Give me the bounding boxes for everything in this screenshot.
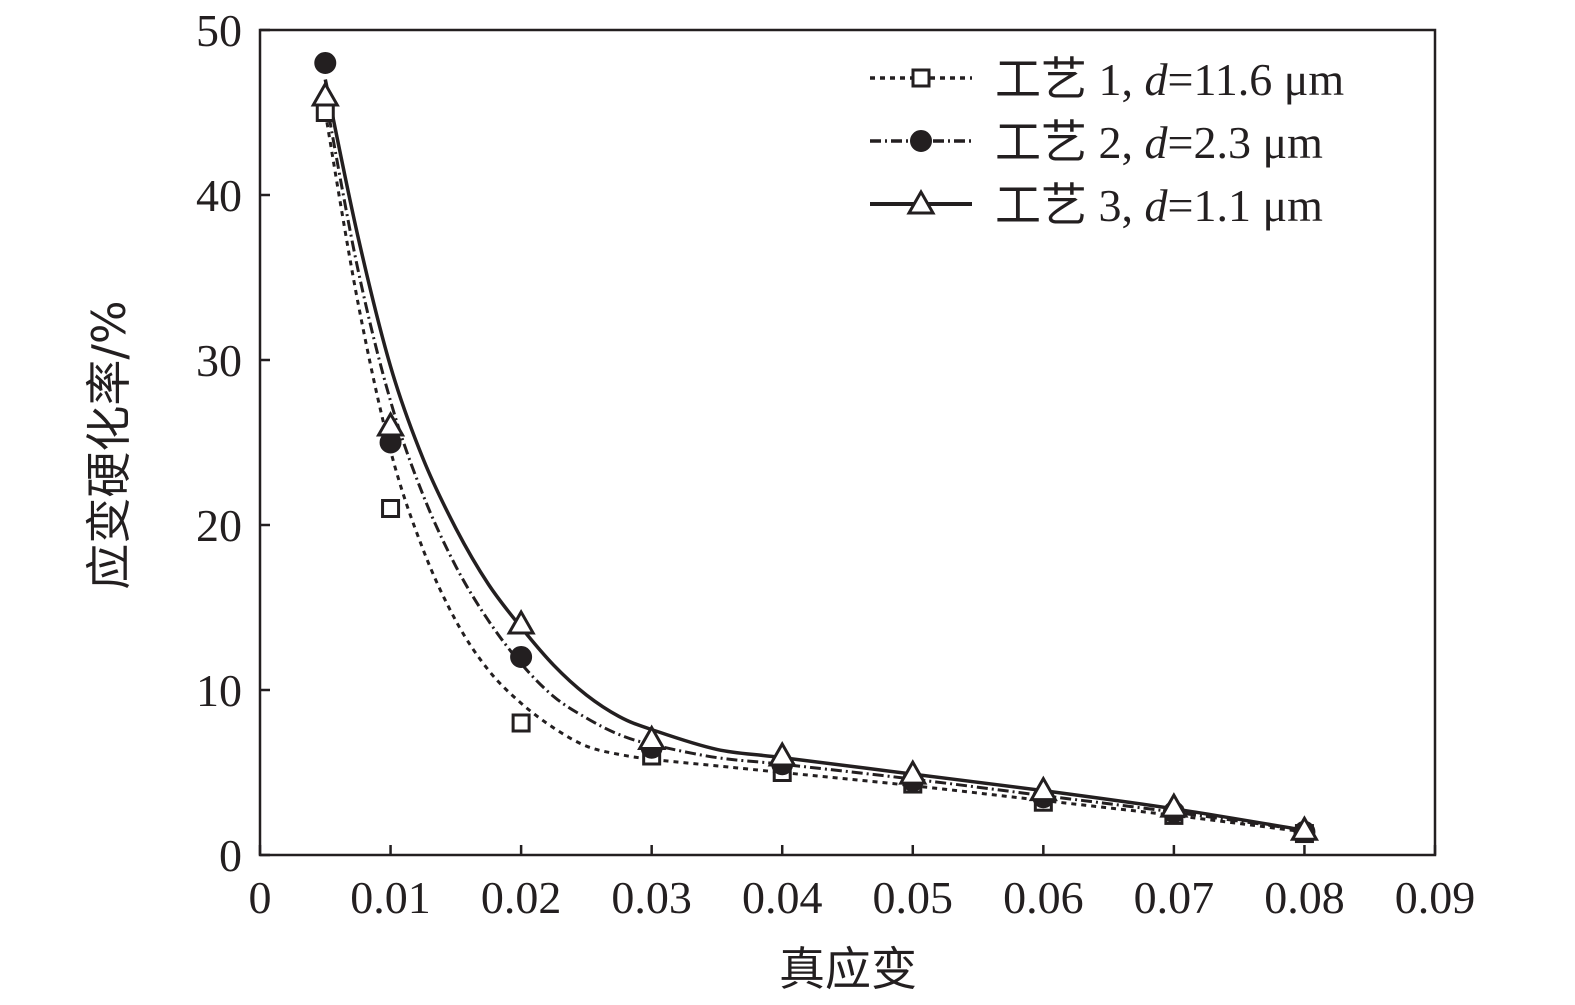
x-tick-label: 0.08: [1264, 872, 1345, 923]
data-point: [314, 52, 337, 74]
x-tick-label: 0.03: [611, 872, 692, 923]
data-point: [510, 646, 533, 668]
data-point: [1289, 815, 1320, 841]
legend-label-series-1: 工艺 1, d=11.6 μm: [995, 54, 1344, 105]
data-point: [898, 759, 928, 785]
legend-label-series-2: 工艺 2, d=2.3 μm: [995, 117, 1323, 168]
x-tick-label: 0.07: [1134, 872, 1215, 923]
fit-curves: [323, 79, 1305, 834]
plot-area: [258, 28, 1437, 857]
data-point: [911, 68, 931, 88]
data-point: [767, 740, 797, 767]
y-tick-label: 20: [196, 500, 242, 551]
data-point: [910, 130, 932, 152]
y-axis: 0 10 20 30 40 50: [196, 5, 270, 881]
y-tick-label: 50: [196, 5, 242, 56]
fit-curve-series-2: [323, 95, 1305, 832]
y-tick-label: 30: [196, 335, 242, 386]
data-point: [906, 188, 936, 215]
y-tick-label: 0: [219, 830, 242, 881]
data-point: [315, 103, 335, 122]
x-tick-label: 0.01: [350, 872, 431, 923]
plot-frame: [258, 28, 1437, 857]
y-tick-label: 10: [196, 665, 242, 716]
y-tick-label: 40: [196, 170, 242, 221]
data-point: [506, 608, 536, 635]
x-tick-label: 0.06: [1003, 872, 1084, 923]
x-axis-title: 真应变: [779, 942, 917, 996]
data-point: [1159, 792, 1189, 818]
x-tick-label: 0.02: [481, 872, 562, 923]
x-tick-label: 0.09: [1395, 872, 1476, 923]
x-axis: 0 0.01 0.02 0.03 0.04 0.05 0.06 0.07 0.08 0.09: [249, 845, 1476, 923]
x-tick-label: 0.04: [742, 872, 823, 923]
fit-curve-series-1: [323, 112, 1305, 834]
x-tick-label: 0.05: [873, 872, 954, 923]
legend: 工艺 1, d=11.6 μm 工艺 2, d=2.3 μm 工艺 3, d=1.1…: [870, 54, 1344, 231]
data-point: [511, 713, 531, 733]
fit-curve-series-3: [323, 79, 1305, 833]
data-point: [637, 724, 667, 750]
data-markers: [310, 52, 1320, 844]
data-point: [381, 499, 401, 518]
x-tick-label: 0: [249, 872, 272, 923]
data-point: [1028, 775, 1058, 802]
data-point: [310, 80, 340, 107]
data-point: [375, 410, 406, 437]
y-axis-title: 应变硬化率/%: [82, 300, 136, 589]
legend-label-series-3: 工艺 3, d=1.1 μm: [995, 180, 1323, 231]
